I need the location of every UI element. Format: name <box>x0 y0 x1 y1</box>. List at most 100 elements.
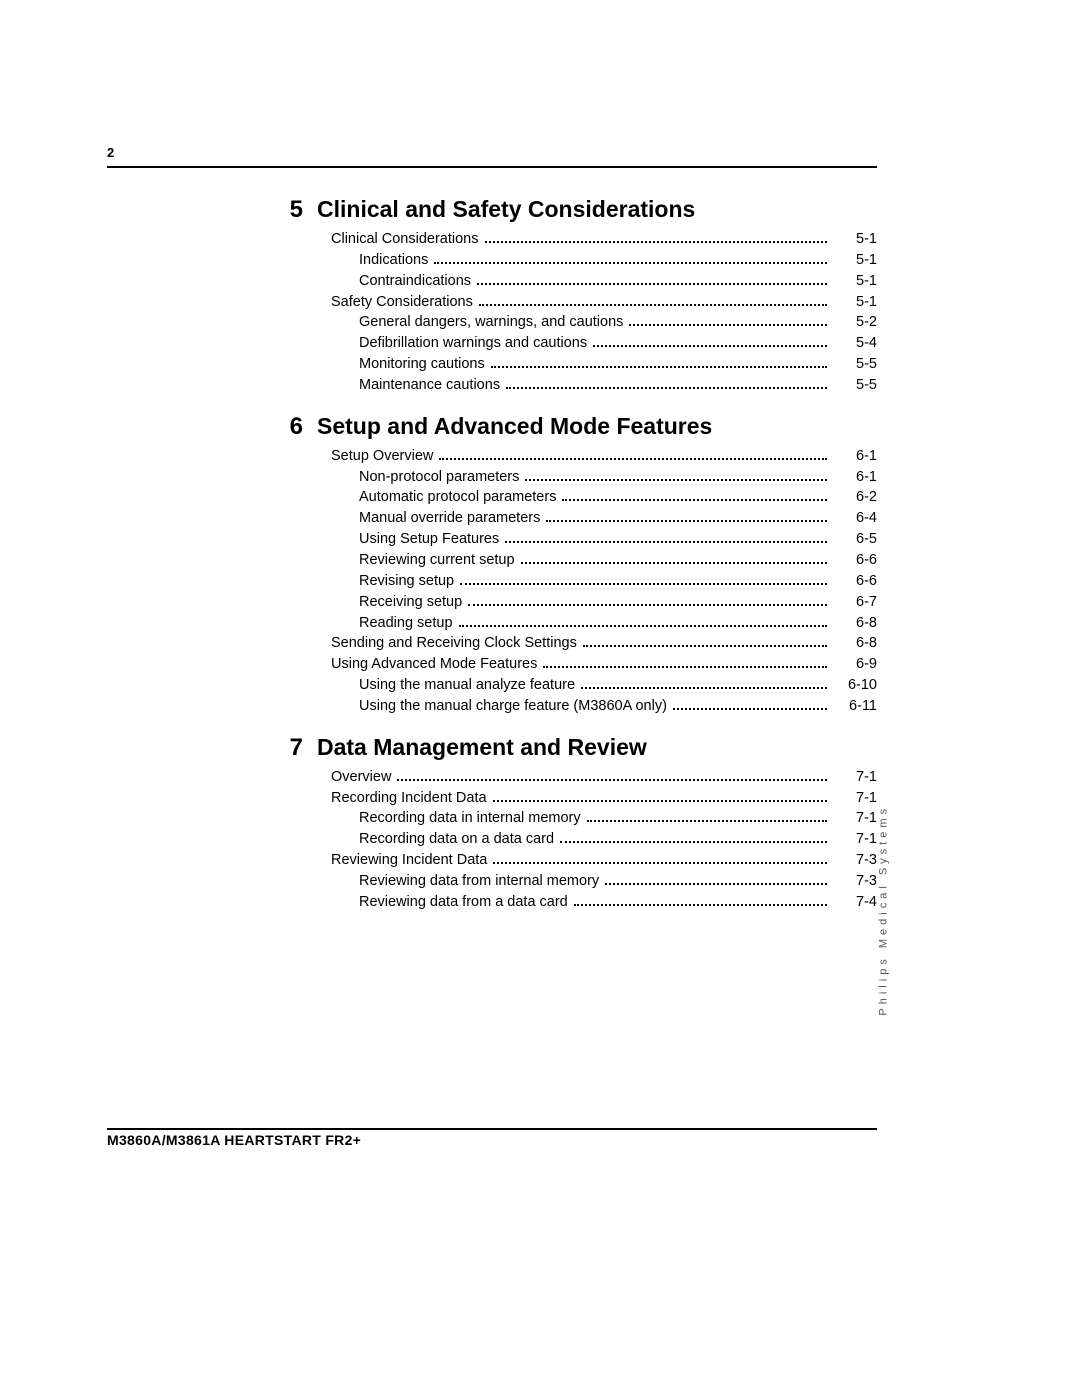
toc-entry-label: Overview <box>331 768 391 787</box>
toc-entry-label: Automatic protocol parameters <box>331 488 556 507</box>
toc-leader-dots <box>460 583 827 585</box>
toc-entry-label: Using Advanced Mode Features <box>331 655 537 674</box>
section-title: Data Management and Review <box>317 734 647 761</box>
toc-entry: Revising setup 6-6 <box>331 572 877 591</box>
toc-entry-page: 5-5 <box>833 376 877 395</box>
toc-leader-dots <box>583 645 827 647</box>
toc-entry-label: Setup Overview <box>331 447 433 466</box>
toc-entry: Indications5-1 <box>331 251 877 270</box>
toc-entry: Overview 7-1 <box>331 768 877 787</box>
section-entries: Overview7-1Recording Incident Data7-1Rec… <box>331 768 877 912</box>
toc-entry-label: Non-protocol parameters <box>331 468 519 487</box>
section-heading: 6Setup and Advanced Mode Features <box>107 413 877 441</box>
toc-entry-label: Recording data in internal memory <box>331 809 581 828</box>
toc-entry-page: 7-1 <box>833 768 877 787</box>
section-entries: Setup Overview6-1Non-protocol parameters… <box>331 447 877 716</box>
toc-entry-page: 6-7 <box>833 593 877 612</box>
toc-entry-page: 6-10 <box>833 676 877 695</box>
toc-entry-page: 6-8 <box>833 614 877 633</box>
toc-entry: Non-protocol parameters 6-1 <box>331 468 877 487</box>
toc-leader-dots <box>479 304 827 306</box>
toc-entry-label: Using the manual charge feature (M3860A … <box>331 697 667 716</box>
toc-entry-label: Revising setup <box>331 572 454 591</box>
toc-entry-label: Reviewing data from internal memory <box>331 872 599 891</box>
toc-sections: 5Clinical and Safety Considerations Clini… <box>107 196 877 912</box>
section-number: 7 <box>107 734 317 762</box>
toc-entry: Reading setup6-8 <box>331 614 877 633</box>
toc-leader-dots <box>629 324 827 326</box>
section-number: 5 <box>107 196 317 224</box>
toc-entry: Manual override parameters6-4 <box>331 509 877 528</box>
toc-entry-label: Defibrillation warnings and cautions <box>331 334 587 353</box>
toc-entry-label: General dangers, warnings, and cautions <box>331 313 623 332</box>
toc-entry-page: 5-1 <box>833 251 877 270</box>
toc-entry-page: 5-4 <box>833 334 877 353</box>
footer-text: M3860A/M3861A HEARTSTART FR2+ <box>107 1132 361 1148</box>
toc-entry-page: 6-5 <box>833 530 877 549</box>
toc-entry-label: Maintenance cautions <box>331 376 500 395</box>
toc-entry-label: Reviewing Incident Data <box>331 851 487 870</box>
toc-entry-label: Receiving setup <box>331 593 462 612</box>
toc-leader-dots <box>477 283 827 285</box>
toc-leader-dots <box>397 779 827 781</box>
page-number: 2 <box>107 145 877 160</box>
toc-entry-label: Contraindications <box>331 272 471 291</box>
toc-leader-dots <box>505 541 827 543</box>
toc-page: 2 5Clinical and Safety Considerations Cli… <box>107 145 877 914</box>
toc-entry: Contraindications 5-1 <box>331 272 877 291</box>
toc-leader-dots <box>574 904 827 906</box>
toc-entry-label: Reviewing data from a data card <box>331 893 568 912</box>
toc-entry-page: 6-9 <box>833 655 877 674</box>
top-rule <box>107 166 877 168</box>
section-heading: 5Clinical and Safety Considerations <box>107 196 877 224</box>
toc-leader-dots <box>521 562 827 564</box>
toc-entry-page: 7-1 <box>833 809 877 828</box>
toc-entry-label: Using the manual analyze feature <box>331 676 575 695</box>
toc-entry: Safety Considerations5-1 <box>331 293 877 312</box>
toc-leader-dots <box>562 499 827 501</box>
toc-entry-label: Recording data on a data card <box>331 830 554 849</box>
toc-leader-dots <box>468 604 827 606</box>
toc-entry: Recording data on a data card7-1 <box>331 830 877 849</box>
toc-leader-dots <box>581 687 827 689</box>
toc-entry: Using Setup Features 6-5 <box>331 530 877 549</box>
toc-entry: Using Advanced Mode Features 6-9 <box>331 655 877 674</box>
toc-entry-label: Recording Incident Data <box>331 789 487 808</box>
toc-entry-page: 7-3 <box>833 851 877 870</box>
toc-entry: Sending and Receiving Clock Settings6-8 <box>331 634 877 653</box>
toc-entry-label: Using Setup Features <box>331 530 499 549</box>
toc-leader-dots <box>543 666 827 668</box>
toc-entry-page: 6-2 <box>833 488 877 507</box>
toc-leader-dots <box>493 862 827 864</box>
toc-entry-page: 6-6 <box>833 572 877 591</box>
toc-entry-page: 5-2 <box>833 313 877 332</box>
toc-leader-dots <box>525 479 827 481</box>
toc-entry: Recording Incident Data7-1 <box>331 789 877 808</box>
toc-entry-page: 7-4 <box>833 893 877 912</box>
side-text: Philips Medical Systems <box>878 805 890 1016</box>
toc-entry-page: 7-3 <box>833 872 877 891</box>
toc-entry: Maintenance cautions 5-5 <box>331 376 877 395</box>
toc-entry: Using the manual analyze feature 6-10 <box>331 676 877 695</box>
toc-entry: Monitoring cautions5-5 <box>331 355 877 374</box>
toc-entry-page: 6-4 <box>833 509 877 528</box>
toc-entry-page: 5-1 <box>833 272 877 291</box>
toc-entry: Recording data in internal memory 7-1 <box>331 809 877 828</box>
toc-entry: Reviewing data from internal memory 7-3 <box>331 872 877 891</box>
toc-entry: Setup Overview6-1 <box>331 447 877 466</box>
toc-entry: Clinical Considerations5-1 <box>331 230 877 249</box>
toc-entry: Reviewing Incident Data 7-3 <box>331 851 877 870</box>
toc-entry-label: Safety Considerations <box>331 293 473 312</box>
toc-entry-page: 5-5 <box>833 355 877 374</box>
toc-leader-dots <box>459 625 827 627</box>
toc-entry-page: 6-11 <box>833 697 877 716</box>
toc-leader-dots <box>587 820 827 822</box>
toc-entry-page: 6-1 <box>833 468 877 487</box>
toc-entry: Reviewing data from a data card 7-4 <box>331 893 877 912</box>
toc-leader-dots <box>673 708 827 710</box>
toc-leader-dots <box>439 458 827 460</box>
toc-entry: Using the manual charge feature (M3860A … <box>331 697 877 716</box>
toc-leader-dots <box>605 883 827 885</box>
toc-entry-label: Sending and Receiving Clock Settings <box>331 634 577 653</box>
toc-entry: General dangers, warnings, and cautions 5… <box>331 313 877 332</box>
